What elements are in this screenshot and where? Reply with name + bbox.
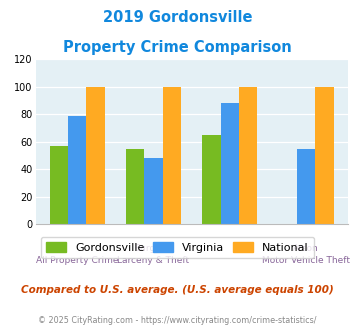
- Legend: Gordonsville, Virginia, National: Gordonsville, Virginia, National: [40, 237, 315, 258]
- Bar: [239, 87, 257, 224]
- Text: Larceny & Theft: Larceny & Theft: [118, 256, 190, 265]
- Bar: [221, 103, 239, 224]
- Bar: [126, 149, 144, 224]
- Bar: [297, 149, 315, 224]
- Text: Arson: Arson: [293, 244, 319, 253]
- Bar: [86, 87, 105, 224]
- Bar: [68, 116, 86, 224]
- Bar: [315, 87, 334, 224]
- Text: Compared to U.S. average. (U.S. average equals 100): Compared to U.S. average. (U.S. average …: [21, 285, 334, 295]
- Bar: [202, 135, 221, 224]
- Text: Property Crime Comparison: Property Crime Comparison: [63, 40, 292, 54]
- Text: © 2025 CityRating.com - https://www.cityrating.com/crime-statistics/: © 2025 CityRating.com - https://www.city…: [38, 316, 317, 325]
- Text: All Property Crime: All Property Crime: [36, 256, 119, 265]
- Text: 2019 Gordonsville: 2019 Gordonsville: [103, 10, 252, 25]
- Bar: [50, 146, 68, 224]
- Bar: [144, 158, 163, 224]
- Text: Burglary: Burglary: [134, 244, 173, 253]
- Text: Motor Vehicle Theft: Motor Vehicle Theft: [262, 256, 350, 265]
- Bar: [163, 87, 181, 224]
